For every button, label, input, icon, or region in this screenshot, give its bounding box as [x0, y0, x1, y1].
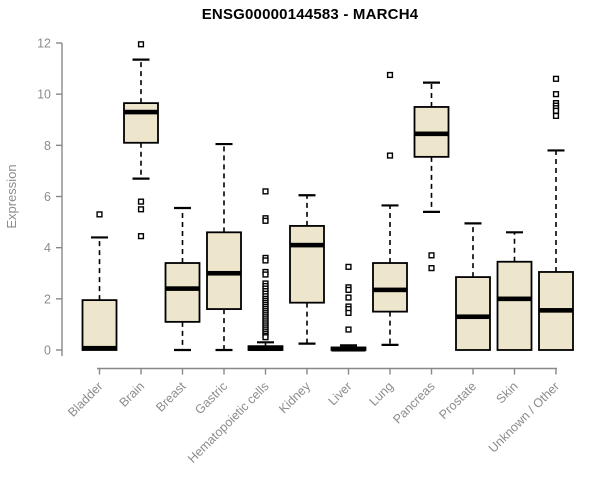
box-body	[123, 102, 159, 144]
y-axis: 0 2 4 6 8 10 12	[37, 37, 63, 358]
median-line	[373, 287, 407, 293]
y-tick-label: 4	[44, 241, 51, 255]
median-line	[497, 296, 532, 302]
box-body	[206, 231, 242, 310]
outlier-point	[345, 263, 352, 270]
outlier-point	[345, 309, 352, 317]
y-tick-label: 2	[44, 292, 51, 306]
box-body	[372, 262, 408, 313]
median-line	[290, 242, 324, 248]
x-tick-label-skin: Skin	[494, 379, 521, 406]
y-tick-label: 0	[44, 344, 51, 358]
median-line	[165, 286, 200, 291]
outlier-point	[137, 198, 145, 205]
x-tick-label-breast: Breast	[153, 379, 189, 415]
box-brain	[123, 41, 159, 240]
box-prostate	[455, 222, 491, 351]
median-line	[456, 314, 490, 320]
median-line	[414, 131, 449, 137]
median-line	[539, 308, 573, 313]
x-tick-label-prostate: Prostate	[436, 379, 479, 422]
outlier-point	[552, 107, 560, 114]
outlier-point	[262, 188, 269, 195]
box-breast	[164, 206, 201, 352]
y-tick-label: 8	[44, 139, 51, 153]
box-liver	[330, 263, 367, 352]
median-line	[82, 345, 117, 351]
outlier-point	[137, 233, 145, 240]
box-body	[455, 276, 491, 351]
median-line	[124, 109, 158, 115]
box-body	[81, 299, 118, 351]
outlier-point	[552, 112, 560, 120]
x-tick-label-lung: Lung	[367, 379, 397, 409]
box-gastric	[206, 142, 242, 352]
y-axis-title: Expression	[4, 164, 19, 228]
box-hematopoietic-cells	[247, 188, 284, 352]
box-bladder	[81, 211, 118, 351]
outlier-point	[428, 265, 435, 272]
outlier-point	[552, 91, 560, 98]
outlier-point	[137, 41, 145, 48]
outlier-point	[137, 206, 145, 213]
y-tick-label: 10	[37, 88, 51, 102]
x-tick-label-kidney: Kidney	[276, 379, 313, 416]
chart-title: ENSG00000144583 - MARCH4	[201, 6, 419, 23]
outlier-point	[262, 217, 269, 224]
x-tick-label-gastric: Gastric	[192, 379, 230, 417]
y-tick-label: 12	[37, 37, 51, 51]
box-body	[164, 262, 201, 323]
median-line	[207, 270, 241, 276]
box-pancreas	[413, 81, 450, 272]
x-tick-label-bladder: Bladder	[65, 379, 105, 419]
x-tick-label-pancreas: Pancreas	[390, 379, 437, 426]
outlier-point	[262, 271, 269, 278]
outlier-point	[552, 75, 560, 82]
outlier-point	[428, 252, 435, 259]
outlier-point	[386, 152, 394, 159]
outlier-point	[345, 286, 352, 293]
median-line	[331, 346, 366, 352]
box-body	[496, 260, 533, 351]
x-tick-label-hematopoietic-cells: Hematopoietic cells	[185, 379, 272, 466]
outlier-point	[386, 71, 394, 79]
box-unknown-other	[538, 75, 574, 351]
box-kidney	[289, 194, 325, 345]
box-skin	[496, 231, 533, 351]
box-lung	[372, 71, 408, 346]
x-tick-label-unknown-other: Unknown / Other	[486, 379, 562, 455]
outlier-point	[96, 211, 103, 218]
x-tick-label-liver: Liver	[326, 379, 355, 408]
box-body	[289, 225, 325, 304]
y-tick-label: 6	[44, 190, 51, 204]
median-line	[248, 346, 283, 352]
outlier-point	[262, 334, 269, 341]
outlier-point	[345, 294, 352, 301]
outlier-point	[262, 257, 269, 264]
outlier-point	[345, 326, 352, 333]
x-tick-label-brain: Brain	[117, 379, 148, 410]
